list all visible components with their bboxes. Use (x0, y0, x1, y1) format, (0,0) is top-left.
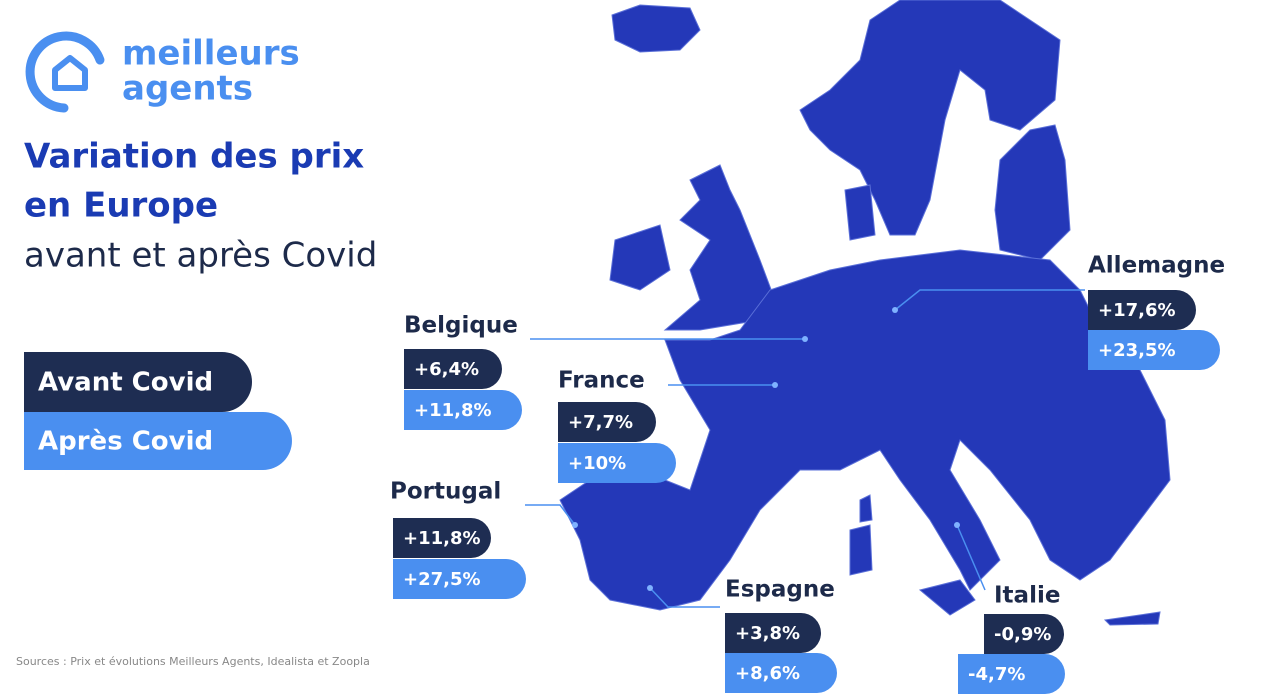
after-pill (404, 390, 522, 430)
location-dot (572, 522, 578, 528)
leaders (525, 289, 1085, 608)
title: en Europe (24, 186, 218, 226)
before-pill (984, 614, 1064, 654)
denmark (844, 184, 876, 241)
after-value: -4,7% (968, 664, 1025, 685)
before-value: -0,9% (994, 624, 1051, 645)
before-value: +7,7% (568, 412, 633, 433)
after-value: +27,5% (403, 569, 481, 590)
before-pill (725, 613, 821, 653)
legend-label: Avant Covid (38, 368, 213, 398)
ireland (609, 224, 671, 291)
country-labels: Belgique +6,4% +11,8% France +7,7% +10% Portug… (390, 253, 1225, 694)
before-pill (1088, 290, 1196, 330)
source: Sources : Prix et évolutions Meilleurs A… (16, 655, 370, 668)
after-pill (725, 653, 837, 693)
before-value: +11,8% (403, 528, 481, 549)
sardinia (849, 524, 873, 576)
logo-text: agents (122, 69, 253, 109)
after-pill (558, 443, 676, 483)
location-dot (802, 336, 808, 342)
after-value: +23,5% (1098, 340, 1176, 361)
after-pill (393, 559, 526, 599)
location-dot (772, 382, 778, 388)
country-name: France (558, 368, 645, 394)
after-value: +8,6% (735, 663, 800, 684)
before-value: +17,6% (1098, 300, 1176, 321)
map (559, 0, 1171, 626)
location-dot (647, 585, 653, 591)
country-name: Italie (994, 583, 1060, 609)
logo: meilleurs agents (25, 31, 300, 113)
after-value: +11,8% (414, 400, 492, 421)
after-value: +10% (568, 453, 626, 474)
logo-text: meilleurs (122, 34, 300, 74)
country-name: Espagne (725, 577, 835, 603)
before-pill (558, 402, 656, 442)
before-value: +6,4% (414, 359, 479, 380)
subtitle: avant et après Covid (24, 236, 377, 276)
country-name: Allemagne (1088, 253, 1225, 279)
location-dot (892, 307, 898, 313)
scandinavia (799, 0, 1061, 236)
legend-label: Après Covid (38, 427, 213, 457)
country-name: Portugal (390, 479, 501, 505)
after-pill (958, 654, 1065, 694)
leader-line (525, 504, 576, 526)
finland-baltics (994, 124, 1071, 261)
location-dot (954, 522, 960, 528)
leader-line (649, 587, 720, 608)
uk (663, 164, 776, 331)
corsica (859, 494, 873, 523)
crete (1103, 611, 1161, 626)
logo-ring (25, 31, 105, 113)
logo-house (52, 55, 88, 91)
legend-before-box (24, 352, 252, 412)
country-name: Belgique (404, 313, 518, 339)
leader-line (894, 289, 1085, 311)
title: Variation des prix (24, 137, 364, 177)
before-pill (404, 349, 502, 389)
leader-line (956, 524, 986, 591)
iceland (611, 4, 701, 53)
before-pill (393, 518, 491, 558)
before-value: +3,8% (735, 623, 800, 644)
sicily (918, 579, 976, 616)
legend-after-box (24, 412, 292, 470)
after-pill (1088, 330, 1220, 370)
